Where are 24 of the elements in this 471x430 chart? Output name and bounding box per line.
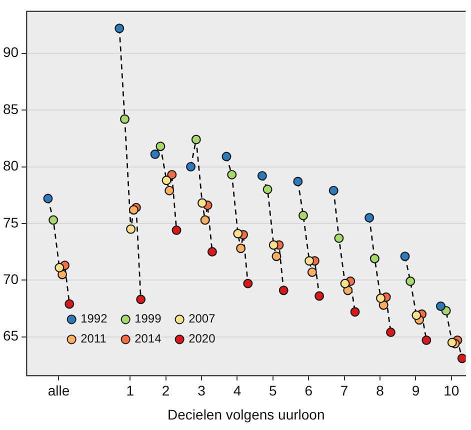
x-tick-label: 10 — [444, 382, 460, 399]
y-tick-label: 70 — [2, 271, 19, 288]
legend-label: 2020 — [188, 332, 216, 346]
legend-label: 1992 — [80, 312, 108, 326]
y-tick-label: 85 — [2, 100, 19, 117]
x-tick-label: 1 — [126, 382, 134, 399]
y-tick-label: 90 — [2, 44, 19, 60]
x-tick-label: 6 — [304, 382, 313, 399]
y-tick-label: 65 — [2, 328, 19, 344]
x-tick-label: 2 — [162, 382, 170, 399]
x-axis-title: Decielen volgens uurloon — [168, 406, 325, 422]
y-tick-label: 80 — [2, 158, 19, 174]
y-tick-label: 75 — [2, 214, 19, 230]
x-tick-label: 3 — [198, 382, 206, 399]
x-tick-label: 8 — [376, 382, 384, 399]
x-tick-label: 4 — [233, 382, 242, 399]
legend-label: 2007 — [188, 312, 216, 326]
x-tick-label: 7 — [340, 382, 348, 399]
legend-label: 2011 — [80, 332, 107, 346]
legend-label: 2014 — [134, 332, 162, 346]
x-tick-label: 9 — [412, 382, 420, 399]
x-tick-label: alle — [48, 382, 70, 399]
legend-label: 1999 — [134, 312, 162, 326]
x-tick-label: 5 — [269, 382, 278, 399]
